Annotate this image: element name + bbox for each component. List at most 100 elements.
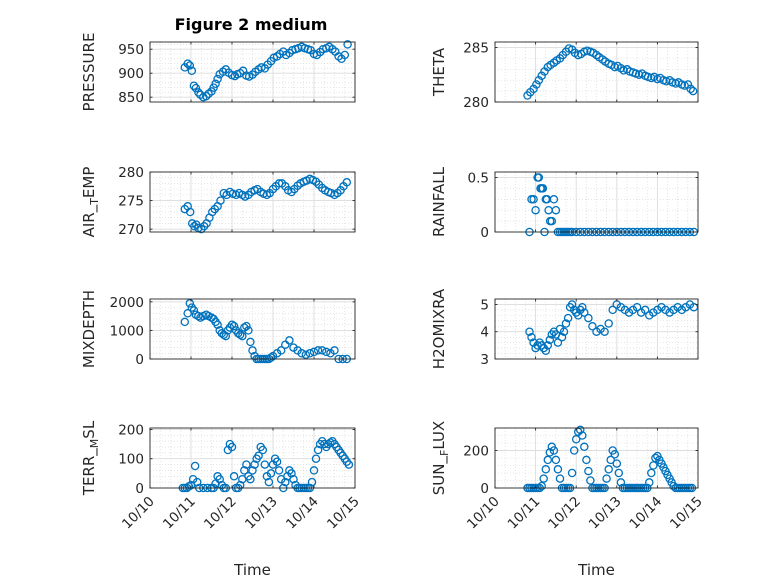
y-axis-label: THETA [430, 47, 448, 97]
data-point [525, 327, 534, 336]
data-point [645, 478, 654, 487]
tick-marks [494, 428, 699, 489]
data-point [274, 466, 284, 475]
data-point [258, 445, 268, 455]
data-point [614, 468, 624, 478]
y-tick-label: 4 [480, 325, 489, 341]
subplot-4: 0 0.5 RAINFALL [430, 166, 699, 241]
minor-grid [495, 299, 698, 359]
data-series [180, 174, 352, 234]
data-point [551, 205, 561, 215]
data-point [190, 222, 199, 231]
data-point [537, 71, 546, 81]
data-point [612, 459, 622, 468]
data-point [616, 478, 626, 487]
data-point [313, 445, 323, 455]
axes-box [149, 171, 356, 233]
data-point [240, 466, 249, 475]
data-point [578, 302, 587, 312]
data-point [559, 327, 569, 336]
tick-marks [494, 299, 699, 360]
axes-box [149, 41, 356, 103]
data-point [244, 326, 253, 335]
data-point [651, 453, 660, 463]
y-tick-label: 280 [118, 165, 144, 181]
data-point [250, 460, 259, 469]
data-point [547, 216, 557, 226]
y-axis-label: RAINFALL [430, 166, 448, 237]
y-axis-label: MIXDEPTH [80, 290, 98, 368]
data-point [313, 346, 323, 355]
data-point [632, 302, 642, 312]
data-point [343, 40, 352, 49]
data-point [588, 322, 597, 331]
data-point [197, 224, 206, 234]
tick-marks [149, 42, 356, 102]
y-tick-label: 950 [118, 42, 144, 58]
data-point [309, 347, 319, 357]
data-point [221, 331, 231, 341]
data-point [297, 349, 306, 358]
tick-marks [149, 299, 356, 360]
data-point [191, 83, 201, 93]
data-point [311, 177, 321, 186]
data-point [342, 178, 352, 187]
data-point [185, 61, 195, 70]
axes-box [494, 171, 699, 233]
data-point [553, 465, 563, 474]
data-point [317, 346, 327, 355]
data-point [640, 305, 650, 315]
data-point [322, 347, 331, 357]
data-point [244, 190, 253, 200]
data-point [529, 84, 538, 94]
x-axis-label: Time [577, 561, 615, 579]
data-point [272, 457, 282, 466]
data-point [553, 338, 563, 347]
axes-box [149, 427, 356, 489]
data-point [604, 319, 613, 328]
y-tick-label: 0 [135, 352, 144, 368]
data-point [580, 442, 589, 452]
y-axis-label: AIR_TEMP [80, 167, 101, 238]
data-point [266, 353, 276, 362]
y-axis-label-part: AIR_ [80, 204, 99, 237]
y-tick-label: 0.5 [468, 170, 489, 186]
y-axis-label: H2OMIXRA [430, 288, 448, 369]
data-point [529, 195, 538, 204]
minor-grid [495, 172, 698, 232]
data-point [194, 311, 203, 321]
data-point [534, 173, 544, 182]
subplot-3: 270 275 280 AIR_TEMP [80, 165, 356, 238]
data-point [584, 313, 593, 323]
y-axis-label-part: EMP [80, 167, 98, 198]
subplot-5: 0 1000 2000 MIXDEPTH [80, 290, 356, 368]
y-axis-label-part: TERR_ [80, 448, 99, 496]
data-point [330, 346, 339, 355]
tick-marks [494, 42, 699, 103]
data-point [215, 474, 224, 484]
data-point [287, 469, 296, 478]
data-series [180, 299, 352, 364]
axes-box [494, 298, 699, 360]
data-point [569, 446, 579, 455]
axes-box [494, 41, 699, 103]
data-series [525, 300, 699, 356]
tick-marks [149, 171, 356, 232]
y-tick-label: 850 [118, 90, 144, 106]
data-point [185, 299, 195, 308]
data-point [649, 461, 658, 470]
data-point [285, 336, 294, 345]
tick-marks [149, 428, 356, 489]
data-point [194, 88, 203, 97]
data-point [586, 476, 595, 485]
data-series [178, 436, 354, 493]
data-point [606, 455, 615, 465]
y-tick-label: 1000 [110, 323, 144, 339]
data-point [549, 446, 559, 455]
data-point [608, 305, 617, 315]
data-point [545, 335, 555, 345]
data-point [584, 466, 593, 476]
y-tick-label: 2000 [110, 295, 144, 311]
data-point [229, 321, 239, 331]
minor-grid [150, 172, 355, 232]
